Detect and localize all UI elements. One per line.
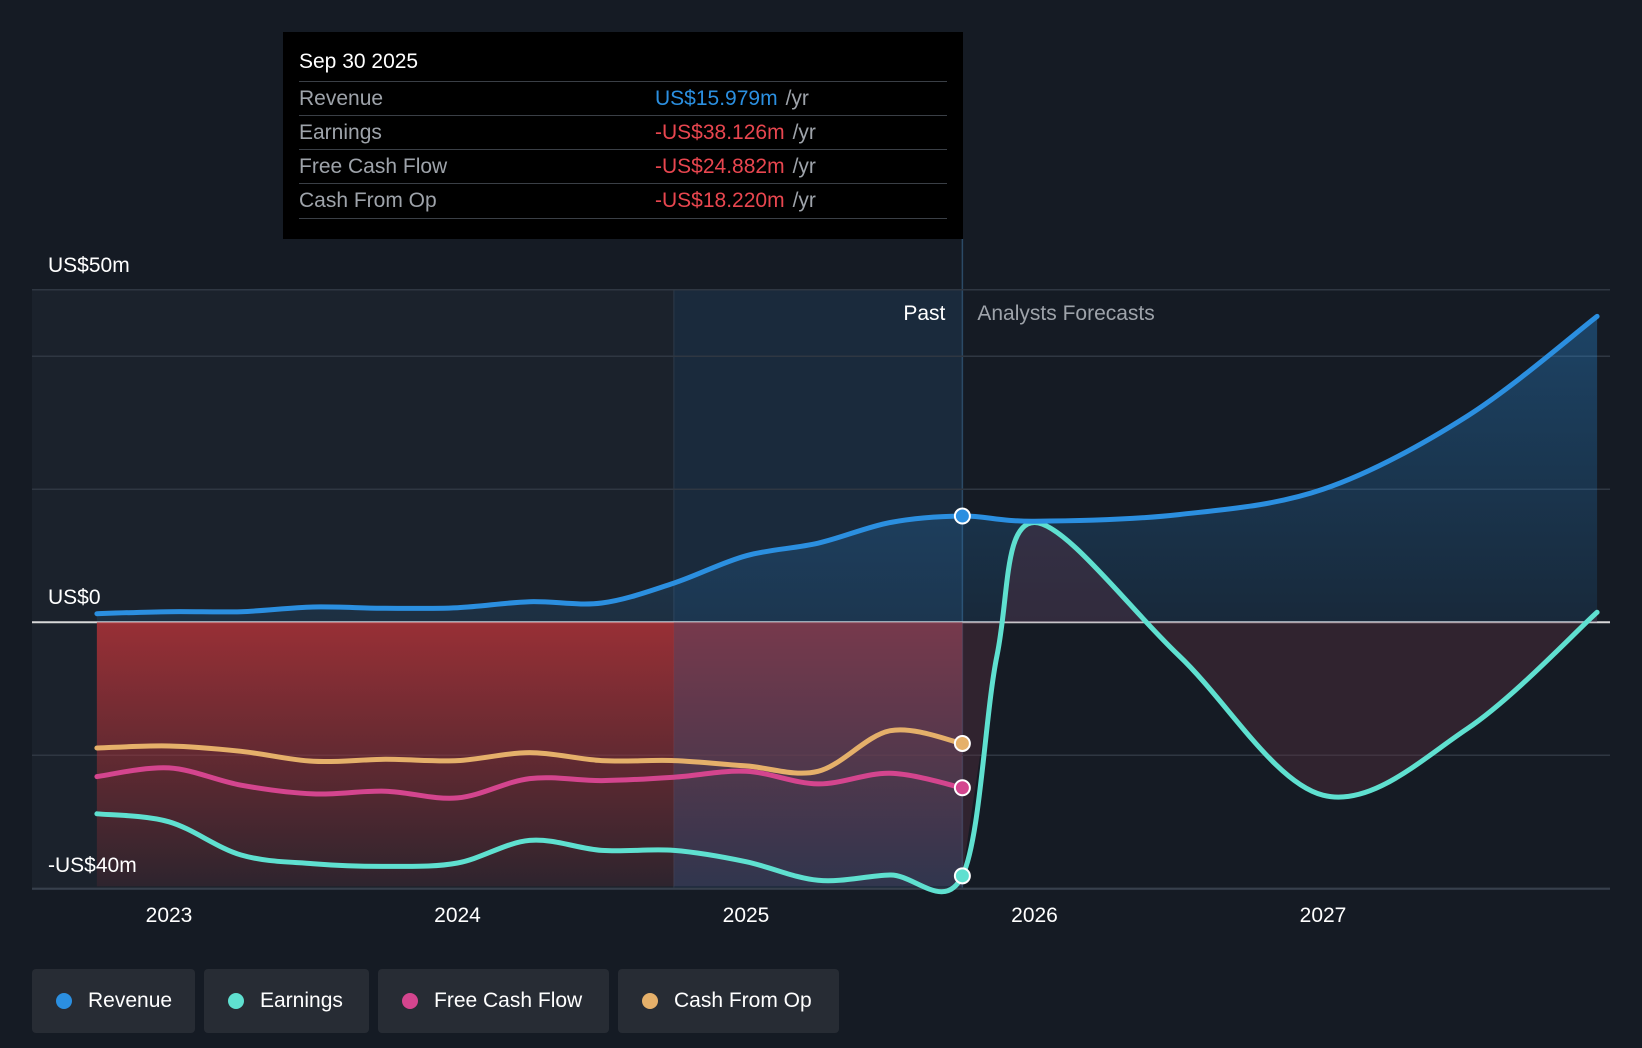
legend-dot-icon — [228, 993, 244, 1009]
tooltip-value: -US$38.126m/yr — [655, 121, 816, 144]
legend-item-revenue[interactable]: Revenue — [32, 969, 195, 1033]
tooltip-label: Earnings — [299, 121, 382, 144]
tooltip-value: US$15.979m/yr — [655, 87, 809, 110]
cfo-line — [94, 727, 965, 776]
legend-label: Revenue — [88, 989, 173, 1012]
tooltip-value: -US$18.220m/yr — [655, 189, 816, 212]
x-tick-label: 2023 — [146, 904, 193, 927]
legend-label: Earnings — [260, 989, 343, 1012]
legend-item-earnings[interactable]: Earnings — [204, 969, 369, 1033]
tooltip-value: -US$24.882m/yr — [655, 155, 816, 178]
legend-dot-icon — [642, 993, 658, 1009]
y-tick-label: -US$40m — [48, 854, 137, 877]
fcf-point — [953, 779, 971, 797]
x-tick-label: 2025 — [723, 904, 770, 927]
forecast-label: Analysts Forecasts — [977, 302, 1154, 325]
legend-label: Free Cash Flow — [434, 989, 583, 1012]
tooltip-row-earnings: Earnings -US$38.126m/yr — [299, 115, 947, 150]
fcf-line — [94, 765, 965, 801]
revenue-point — [953, 507, 971, 525]
earnings-point — [953, 867, 971, 885]
y-tick-label: US$50m — [48, 254, 130, 277]
cfo-point — [953, 734, 971, 752]
earnings-line — [94, 520, 1600, 895]
legend-label: Cash From Op — [674, 989, 812, 1012]
revenue-line — [94, 313, 1600, 617]
x-tick-label: 2024 — [434, 904, 481, 927]
y-tick-label: US$0 — [48, 586, 101, 609]
legend-item-cash-from-op[interactable]: Cash From Op — [618, 969, 839, 1033]
negative-highlight-area — [673, 622, 963, 887]
legend-dot-icon — [56, 993, 72, 1009]
tooltip-row-cfo: Cash From Op -US$18.220m/yr — [299, 183, 947, 219]
tooltip-label: Free Cash Flow — [299, 155, 448, 178]
legend-item-free-cash-flow[interactable]: Free Cash Flow — [378, 969, 609, 1033]
past-label: Past — [903, 302, 945, 325]
tooltip-row-fcf: Free Cash Flow -US$24.882m/yr — [299, 149, 947, 184]
tooltip-label: Cash From Op — [299, 189, 437, 212]
tooltip: Sep 30 2025 Revenue US$15.979m/yr Earnin… — [283, 32, 963, 239]
x-tick-label: 2027 — [1300, 904, 1347, 927]
tooltip-row-revenue: Revenue US$15.979m/yr — [299, 81, 947, 116]
tooltip-label: Revenue — [299, 87, 384, 110]
tooltip-date: Sep 30 2025 — [299, 50, 419, 73]
x-tick-label: 2026 — [1011, 904, 1058, 927]
revenue-area — [96, 316, 1598, 623]
earnings-forecast-area — [962, 522, 1598, 876]
legend-dot-icon — [402, 993, 418, 1009]
